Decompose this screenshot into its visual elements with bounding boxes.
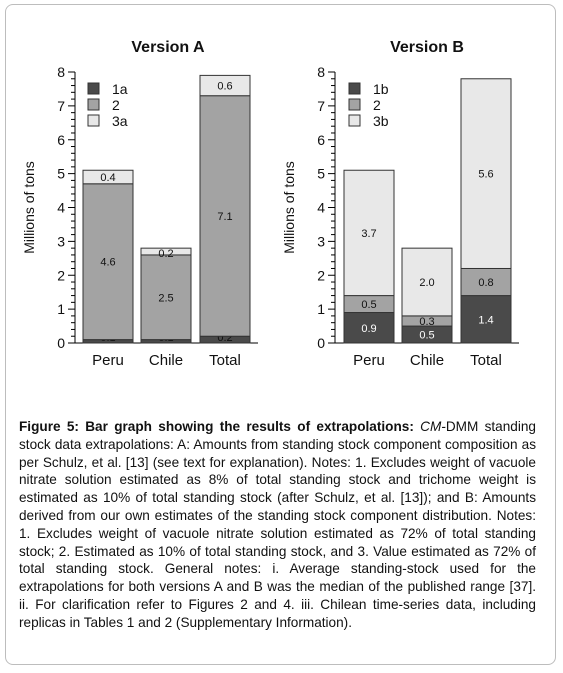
bar-segment <box>82 183 134 341</box>
legend-label: 2 <box>373 97 381 113</box>
caption-label: Figure 5: Bar graph showing the results … <box>19 419 414 434</box>
bar-value-label: 2.0 <box>419 277 434 289</box>
y-axis-label: Millions of tons <box>21 161 37 254</box>
bar-segment <box>140 247 192 256</box>
figure-caption: Figure 5: Bar graph showing the results … <box>19 418 536 632</box>
bar-segment <box>460 78 512 269</box>
y-tick-label: 3 <box>57 233 65 249</box>
y-tick-label: 2 <box>57 267 65 283</box>
y-tick-label: 7 <box>317 98 325 114</box>
x-category-label: Total <box>470 352 502 369</box>
bar-segment <box>82 169 134 185</box>
chart-title: Version B <box>390 39 464 56</box>
legend-swatch <box>87 98 100 111</box>
bar-value-label: 0.9 <box>361 323 376 335</box>
x-category-label: Peru <box>92 352 124 369</box>
bar-segment <box>460 267 512 297</box>
y-tick-label: 4 <box>317 200 325 216</box>
y-tick-label: 5 <box>317 166 325 182</box>
legend-swatch <box>87 82 100 95</box>
y-tick-label: 2 <box>317 267 325 283</box>
bar-value-label: 0.6 <box>217 81 232 93</box>
y-tick-label: 6 <box>317 132 325 148</box>
y-tick-label: 0 <box>317 335 325 351</box>
y-tick-label: 7 <box>57 98 65 114</box>
caption-cm-prefix: CM- <box>420 419 446 434</box>
legend-swatch <box>87 114 100 127</box>
y-tick-label: 8 <box>317 64 325 80</box>
bar-value-label: 1.4 <box>478 314 493 326</box>
x-category-label: Total <box>209 352 241 369</box>
legend-label: 3b <box>373 113 389 129</box>
y-tick-label: 5 <box>57 166 65 182</box>
bar-segment <box>401 247 453 317</box>
bar-value-label: 4.6 <box>100 257 115 269</box>
x-category-label: Chile <box>410 352 444 369</box>
x-category-label: Peru <box>353 352 385 369</box>
y-tick-label: 4 <box>57 200 65 216</box>
legend-label: 1b <box>373 81 389 97</box>
bar-segment <box>460 295 512 344</box>
bar-value-label: 0.5 <box>419 330 434 342</box>
legend-swatch <box>348 98 361 111</box>
bar-value-label: 0.2 <box>158 248 173 260</box>
legend-swatch <box>348 82 361 95</box>
y-axis-label: Millions of tons <box>281 161 297 254</box>
bar-value-label: 5.6 <box>478 169 493 181</box>
y-tick-label: 0 <box>57 335 65 351</box>
bar-segment <box>140 254 192 341</box>
bar-value-label: 0.8 <box>478 277 493 289</box>
bar-value-label: 0.3 <box>419 316 434 328</box>
bar-value-label: 2.5 <box>158 292 173 304</box>
y-tick-label: 6 <box>57 132 65 148</box>
y-tick-label: 8 <box>57 64 65 80</box>
y-tick-label: 3 <box>317 233 325 249</box>
x-category-label: Chile <box>149 352 183 369</box>
bar-segment <box>343 312 395 344</box>
bar-value-label: 0.4 <box>100 172 115 184</box>
legend-label: 3a <box>112 113 128 129</box>
legend-label: 2 <box>112 97 120 113</box>
legend-swatch <box>348 114 361 127</box>
bar-value-label: 7.1 <box>217 211 232 223</box>
caption-text: DMM standing stock data extrapolations: … <box>19 419 536 630</box>
legend-label: 1a <box>112 81 128 97</box>
y-tick-label: 1 <box>57 301 65 317</box>
chart-title: Version A <box>131 39 205 56</box>
bar-value-label: 3.7 <box>361 228 376 240</box>
bar-segment <box>343 169 395 297</box>
y-tick-label: 1 <box>317 301 325 317</box>
bar-segment <box>199 74 251 97</box>
bar-value-label: 0.5 <box>361 299 376 311</box>
